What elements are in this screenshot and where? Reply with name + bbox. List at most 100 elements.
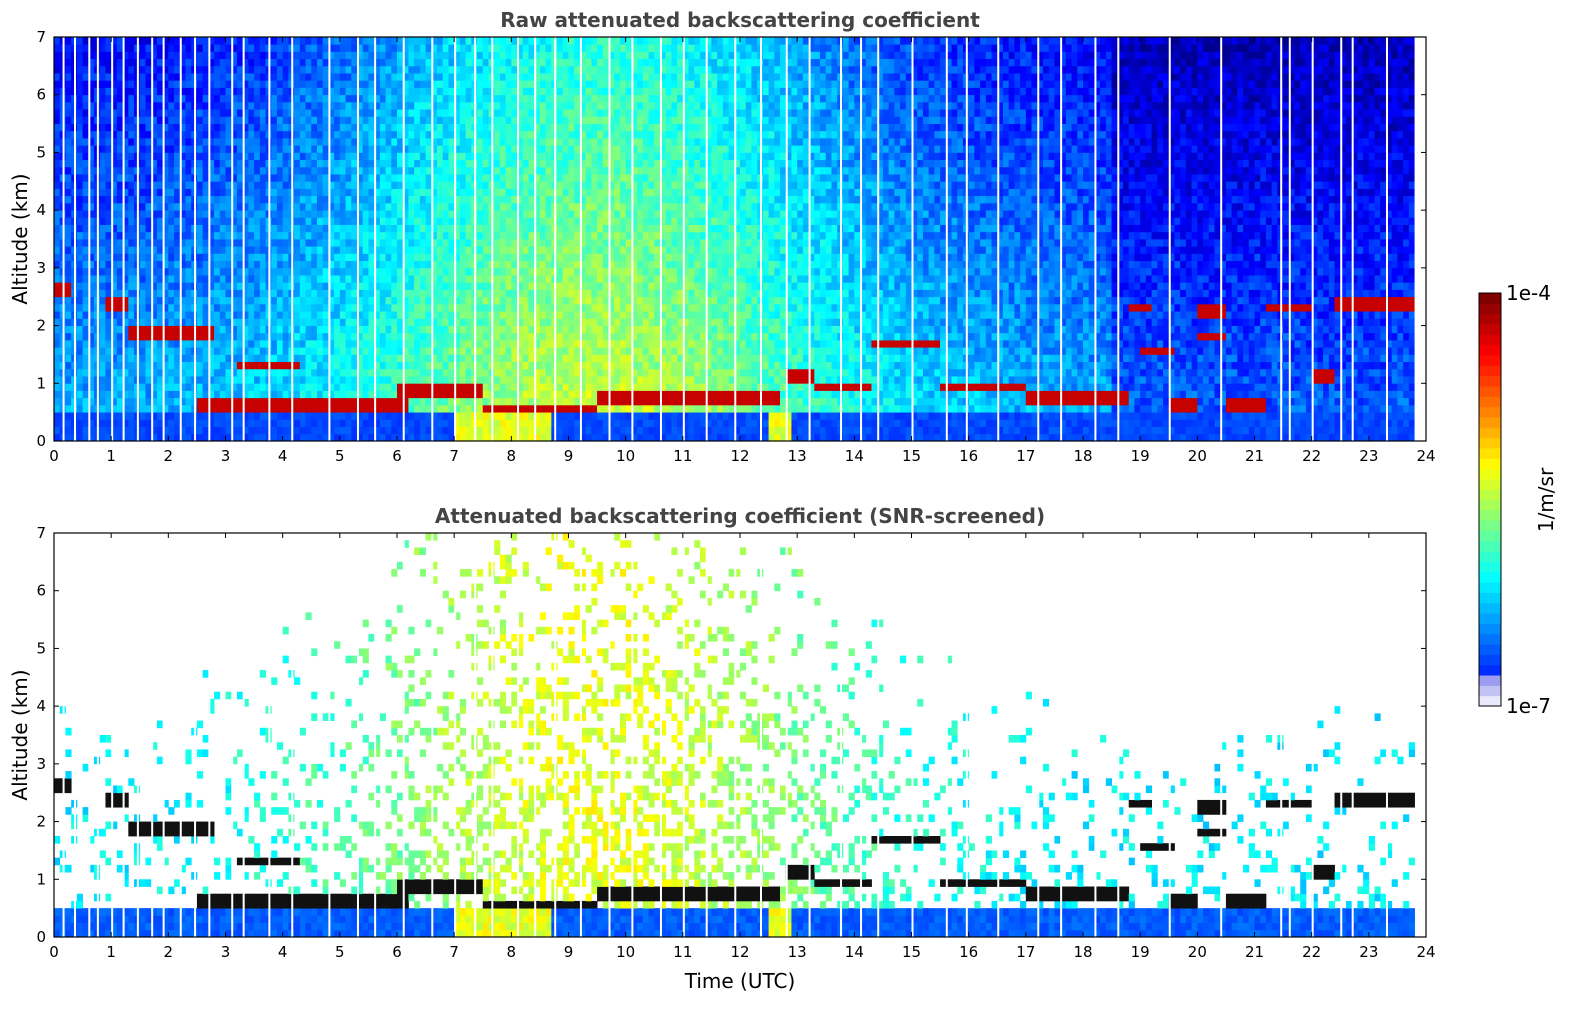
heatmap-cell [351,419,358,427]
heatmap-cell [454,368,461,377]
heatmap-cell [494,325,501,334]
heatmap-cell [111,231,118,240]
heatmap-cell [254,152,261,161]
heatmap-cell [391,101,398,110]
heatmap-cell [374,58,381,67]
heatmap-cell [374,296,381,305]
heatmap-cell [362,404,369,413]
heatmap-cell [459,325,466,334]
heatmap-cell [351,289,358,298]
heatmap-cell [368,65,375,74]
heatmap-cell [391,311,398,319]
heatmap-cell [294,267,301,276]
heatmap-cell [54,412,61,420]
heatmap-cell [494,383,501,391]
heatmap-cell [231,116,238,124]
heatmap-cell [505,80,512,88]
heatmap-cell [202,404,209,413]
heatmap-cell [231,152,238,161]
heatmap-cell [65,368,72,377]
heatmap-cell [391,65,398,74]
heatmap-cell [522,303,529,312]
heatmap-cell [82,37,89,45]
heatmap-cell [162,37,169,45]
heatmap-cell [539,390,547,399]
heatmap-cell [316,181,324,189]
heatmap-cell [122,37,129,45]
heatmap-cell [65,80,72,88]
heatmap-cell [499,383,507,391]
heatmap-cell [339,202,346,211]
heatmap-cell [368,231,375,240]
heatmap-cell [196,130,204,139]
heatmap-cell [179,181,186,189]
heatmap-cell [437,340,444,348]
heatmap-cell [351,166,358,175]
heatmap-cell [545,390,552,399]
heatmap-cell [557,94,564,103]
heatmap-cell [345,253,352,262]
heatmap-cell [534,109,541,117]
heatmap-cell [339,354,346,363]
heatmap-cell [219,123,226,132]
heatmap-cell [391,318,398,326]
heatmap-cell [345,433,352,442]
heatmap-cell [174,166,181,175]
heatmap-cell [431,340,438,348]
heatmap-cell [517,282,524,290]
heatmap-cell [448,260,455,269]
heatmap-cell [219,289,226,298]
heatmap-cell [368,340,375,348]
heatmap-cell [482,239,489,247]
heatmap-cell [334,267,341,276]
heatmap-cell [76,397,83,406]
heatmap-cell [54,239,61,247]
heatmap-cell [219,419,226,427]
heatmap-cell [362,87,369,96]
heatmap-cell [282,210,289,218]
heatmap-cell [202,188,209,197]
heatmap-cell [254,159,261,168]
heatmap-cell [437,138,444,146]
heatmap-cell [397,80,404,88]
heatmap-cell [545,202,552,211]
heatmap-cell [214,376,221,384]
heatmap-cell [368,87,375,96]
heatmap-cell [385,282,392,290]
heatmap-cell [196,224,204,233]
heatmap-cell [179,347,186,355]
heatmap-cell [454,166,461,175]
heatmap-cell [99,181,106,189]
heatmap-cell [368,325,375,334]
heatmap-cell [145,181,152,189]
heatmap-cell [425,87,432,96]
heatmap-cell [231,174,238,182]
heatmap-cell [437,166,444,175]
heatmap-cell [82,239,89,247]
heatmap-cell [334,195,341,204]
heatmap-cell [76,433,83,442]
heatmap-cell [425,325,432,334]
heatmap-cell [231,325,238,334]
heatmap-cell [225,246,232,254]
heatmap-cell [82,296,89,305]
heatmap-cell [162,65,169,74]
heatmap-cell [437,390,444,399]
heatmap-cell [196,188,204,197]
heatmap-cell [294,397,301,406]
heatmap-cell [328,311,335,319]
heatmap-cell [454,383,461,391]
heatmap-cell [248,73,255,81]
heatmap-cell [545,65,552,74]
heatmap-cell [545,318,552,326]
heatmap-cell [202,383,209,391]
heatmap-cell [522,94,529,103]
heatmap-cell [294,138,301,146]
heatmap-cell [385,94,392,103]
heatmap-cell [174,318,181,326]
heatmap-cell [139,109,146,117]
heatmap-cell [294,311,301,319]
heatmap-cell [374,397,381,406]
heatmap-cell [196,217,204,225]
heatmap-cell [368,246,375,254]
